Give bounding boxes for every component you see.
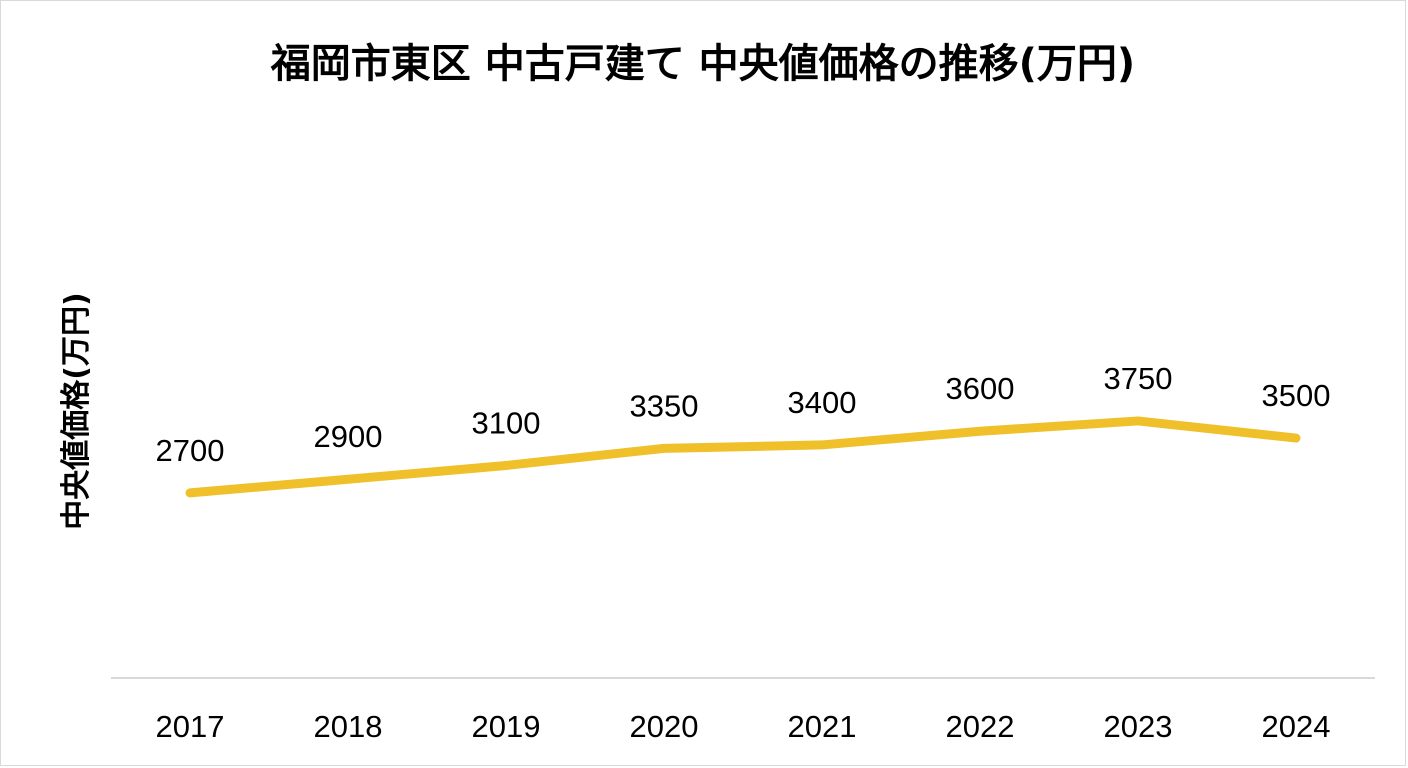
x-tick-label-2019: 2019	[472, 709, 541, 744]
x-tick-label-2018: 2018	[314, 709, 383, 744]
data-label-2023: 3750	[1104, 361, 1173, 396]
x-tick-label-2024: 2024	[1262, 709, 1331, 744]
data-label-2022: 3600	[946, 371, 1015, 406]
data-label-2018: 2900	[314, 419, 383, 454]
data-label-2020: 3350	[630, 388, 699, 423]
data-label-2017: 2700	[156, 433, 225, 468]
x-tick-label-2020: 2020	[630, 709, 699, 744]
x-axis-ticks: 2017 2018 2019 2020 2021 2022 2023 2024	[156, 709, 1331, 744]
x-tick-label-2021: 2021	[788, 709, 857, 744]
data-label-2024: 3500	[1262, 378, 1331, 413]
series-line	[185, 416, 1301, 498]
data-label-2021: 3400	[788, 385, 857, 420]
data-label-2019: 3100	[472, 405, 541, 440]
chart-title: 福岡市東区 中古戸建て 中央値価格の推移(万円)	[270, 41, 1136, 87]
data-labels: 2700 2900 3100 3350 3400 3600 3750 3500	[156, 361, 1331, 468]
x-tick-label-2023: 2023	[1104, 709, 1173, 744]
x-tick-label-2017: 2017	[156, 709, 225, 744]
x-tick-label-2022: 2022	[946, 709, 1015, 744]
